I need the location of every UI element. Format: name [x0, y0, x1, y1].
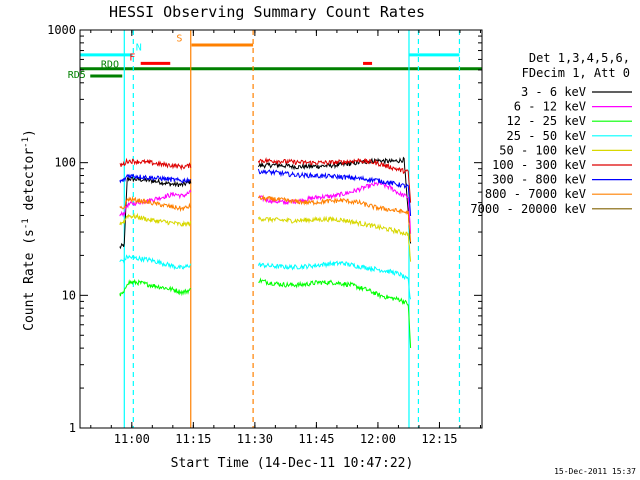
- chart-title: HESSI Observing Summary Count Rates: [109, 3, 425, 21]
- y-axis-title-part3: ): [22, 129, 37, 137]
- flag-bars: N S F RDO RD5: [68, 33, 482, 81]
- series-line-800-7000-kev-seg0: [119, 195, 192, 213]
- legend-label-50-100-kev: 50 - 100 keV: [499, 143, 586, 157]
- plot-frame: [79, 29, 483, 429]
- flag-label-rdo: RDO: [101, 60, 119, 71]
- legend-header-2: FDecim 1, Att 0: [522, 66, 630, 80]
- footer-timestamp: 15-Dec-2011 15:37: [554, 467, 636, 476]
- series-line-12-25-kev-seg1: [258, 277, 412, 349]
- legend-label-12-25-kev: 12 - 25 keV: [507, 114, 586, 128]
- y-axis-title-sup2: -1: [21, 137, 31, 148]
- series-line-300-800-kev-seg1: [257, 168, 412, 217]
- x-tick-label-12-00: 12:00: [360, 432, 396, 446]
- series-line-3-6-kev-seg0: [119, 175, 192, 250]
- flag-label-rd5: RD5: [68, 70, 86, 81]
- series-line-50-100-kev-seg0: [119, 212, 192, 227]
- flag-label-n: N: [136, 43, 142, 54]
- series-line-100-300-kev-seg0: [119, 157, 192, 171]
- y-axis-title-part2: detector: [22, 148, 37, 219]
- x-axis-title: Start Time (14-Dec-11 10:47:22): [171, 456, 414, 471]
- y-axis-ticks: 1 10 100 1000: [47, 23, 482, 435]
- legend-label-800-7000-kev: 800 - 7000 keV: [485, 187, 586, 201]
- series-line-50-100-kev-seg1: [257, 215, 412, 262]
- series-line-6-12-kev-seg0: [119, 189, 192, 218]
- legend: Det 1,3,4,5,6, FDecim 1, Att 0 3 - 6 keV…: [470, 51, 632, 216]
- legend-label-100-300-kev: 100 - 300 keV: [492, 158, 586, 172]
- series-line-12-25-kev-seg0: [119, 278, 191, 297]
- series-line-3-6-kev-seg1: [257, 156, 412, 244]
- y-tick-label-1000: 1000: [47, 23, 76, 37]
- flag-label-s: S: [176, 33, 182, 44]
- y-tick-label-100: 100: [54, 156, 76, 170]
- legend-label-6-12-kev: 6 - 12 keV: [514, 100, 586, 114]
- x-tick-label-11-15: 11:15: [175, 432, 211, 446]
- x-tick-label-11-30: 11:30: [237, 432, 273, 446]
- series-lines: [119, 156, 412, 429]
- series-line-100-300-kev-seg1: [257, 156, 412, 203]
- y-axis-title-sup: -1: [21, 218, 31, 229]
- legend-header-1: Det 1,3,4,5,6,: [529, 51, 630, 65]
- x-axis-ticks: 11:00 11:15 11:30 11:45 12:00 12:15: [90, 30, 481, 446]
- x-tick-label-11-00: 11:00: [114, 432, 150, 446]
- legend-label-25-50-kev: 25 - 50 keV: [507, 129, 586, 143]
- x-tick-label-12-15: 12:15: [421, 432, 457, 446]
- y-tick-label-1: 1: [69, 421, 76, 435]
- legend-label-7000-20000-kev: 7000 - 20000 keV: [470, 202, 586, 216]
- series-line-6-12-kev-seg1: [258, 179, 412, 234]
- legend-label-3-6-kev: 3 - 6 keV: [521, 85, 586, 99]
- series-line-25-50-kev-seg1: [257, 260, 412, 300]
- series-line-800-7000-kev-seg1: [257, 194, 412, 242]
- flag-label-f: F: [129, 52, 135, 63]
- x-tick-label-11-45: 11:45: [298, 432, 334, 446]
- y-tick-label-10: 10: [62, 288, 76, 302]
- y-axis-title-part1: Count Rate (s: [22, 229, 37, 331]
- series-line-300-800-kev-seg0: [119, 173, 192, 184]
- segment-boundaries: [123, 30, 461, 428]
- legend-label-300-800-kev: 300 - 800 keV: [492, 173, 586, 187]
- y-axis-title: Count Rate (s-1 detector-1): [21, 129, 37, 331]
- series-line-25-50-kev-seg0: [119, 254, 192, 271]
